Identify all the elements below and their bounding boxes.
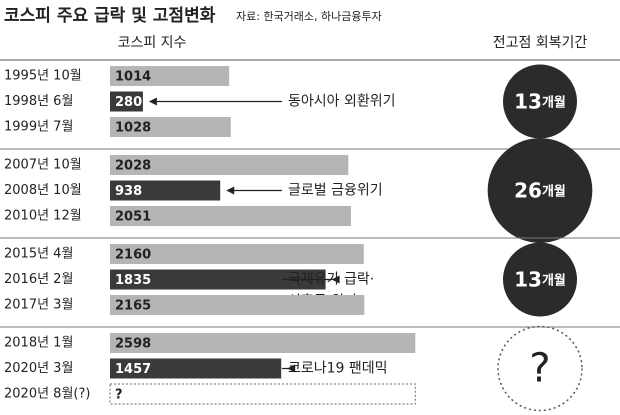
value-label: 1014 — [115, 70, 151, 85]
bar — [110, 117, 231, 137]
value-label: 280 — [115, 95, 142, 110]
value-label: 1028 — [115, 121, 151, 136]
bar — [110, 244, 364, 264]
annotation: 글로벌 금융위기 — [288, 183, 383, 199]
bar — [110, 269, 326, 290]
annotation: 국제유가 급락· — [288, 272, 374, 288]
value-label: 938 — [115, 184, 142, 199]
bar — [110, 295, 365, 315]
bar — [110, 206, 351, 226]
recovery-value: 26개월 — [514, 178, 566, 202]
bar — [110, 358, 282, 379]
recovery-value: 13개월 — [514, 267, 566, 291]
value-label: 2598 — [115, 337, 151, 352]
value-label: 2165 — [115, 299, 151, 314]
recovery-number: 13 — [514, 89, 542, 113]
recovery-label: ? — [529, 346, 550, 392]
bar — [110, 91, 143, 112]
category-label: 1999년 7월 — [4, 120, 73, 135]
category-label: 2007년 10월 — [4, 158, 82, 173]
category-label: 2015년 4월 — [4, 247, 73, 262]
value-header: 코스피 지수 — [118, 35, 187, 51]
recovery-value: 13개월 — [514, 89, 566, 113]
bar — [110, 333, 416, 353]
pending-bar — [109, 383, 416, 405]
category-label: 2010년 12월 — [4, 209, 82, 224]
category-label: 2018년 1월 — [4, 336, 73, 351]
category-label: 2017년 3월 — [4, 298, 73, 313]
source: 자료: 한국거래소, 하나금융투자 — [236, 9, 382, 23]
recovery-header: 전고점 회복기간 — [493, 35, 588, 51]
recovery-number: 26 — [514, 178, 542, 202]
value-label: 1835 — [115, 273, 151, 288]
category-label: 1998년 6월 — [4, 94, 73, 109]
annotation: 동아시아 외환위기 — [288, 94, 396, 110]
value-label: 1457 — [115, 362, 151, 377]
value-label: 2028 — [115, 159, 151, 174]
recovery-circle — [487, 138, 593, 243]
value-label: 2051 — [115, 210, 151, 225]
category-label: 2020년 3월 — [4, 361, 73, 376]
arrow-head — [331, 275, 340, 284]
chart-title: 코스피 주요 급락 및 고점변화 — [4, 6, 216, 26]
bar — [110, 180, 221, 201]
recovery-number: 13 — [514, 267, 542, 291]
category-label: 2008년 10월 — [4, 183, 82, 198]
category-label: 1995년 10월 — [4, 69, 82, 84]
arrow-head — [148, 97, 157, 106]
category-label: 2020년 8월(?) — [4, 387, 90, 402]
annotation: 코로나19 팬데믹 — [288, 361, 388, 377]
recovery-circle — [503, 242, 577, 317]
value-label: 2160 — [115, 248, 151, 263]
value-label: ? — [115, 388, 123, 403]
recovery-unit: 개월 — [542, 94, 566, 110]
bar — [110, 155, 349, 175]
category-label: 2016년 2월 — [4, 272, 73, 287]
bar — [110, 66, 230, 86]
arrow-head — [287, 364, 296, 373]
recovery-unit: 개월 — [542, 183, 566, 199]
recovery-placeholder — [497, 325, 583, 412]
recovery-unit: 개월 — [542, 272, 566, 288]
recovery-circle — [503, 64, 577, 139]
arrow-head — [226, 186, 235, 195]
